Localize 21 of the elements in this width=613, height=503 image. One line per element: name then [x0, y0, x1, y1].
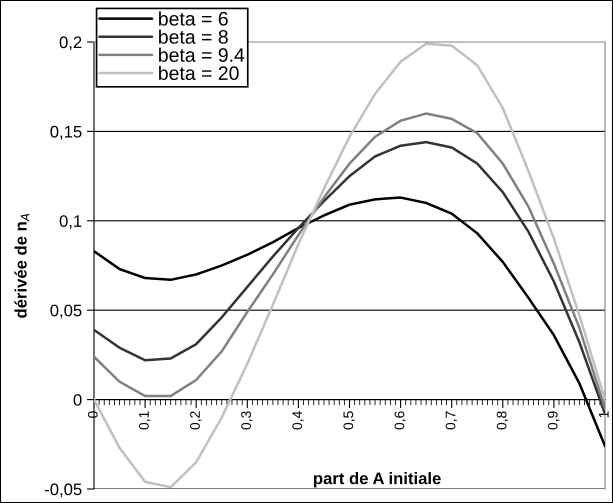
- y-tick-label: 0: [74, 394, 82, 406]
- legend-label: beta = 20: [159, 66, 239, 80]
- x-tick-label: 0,5: [343, 411, 355, 430]
- y-tick-label: -0,05: [44, 483, 82, 498]
- x-tick-label: 0,4: [292, 411, 304, 430]
- y-tick-label: 0,1: [60, 215, 82, 229]
- x-tick-label: 0,8: [496, 411, 508, 430]
- legend-label: beta = 9.4: [159, 48, 244, 62]
- x-tick-label: 0,6: [394, 411, 406, 430]
- y-axis-title: dérivée de n$_{A}$: [14, 214, 30, 318]
- x-axis-title: part de A initiale: [314, 472, 441, 488]
- x-tick-label: 0,9: [548, 411, 560, 430]
- y-tick-label: 0,2: [60, 36, 82, 50]
- legend-label: beta = 8: [159, 30, 228, 44]
- x-tick-label: 0,2: [190, 411, 202, 430]
- y-tick-label: 0,05: [50, 304, 82, 318]
- legend-label: beta = 6: [159, 11, 228, 26]
- x-tick-label: 0,3: [241, 411, 253, 430]
- y-tick-label: 0,15: [50, 126, 82, 140]
- x-tick-label: 0,7: [446, 411, 458, 430]
- x-tick-label: 0,1: [138, 411, 150, 430]
